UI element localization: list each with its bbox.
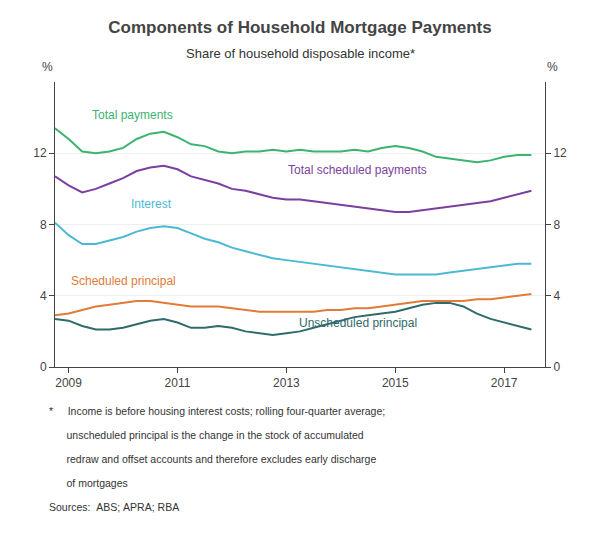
svg-text:Share of household disposable: Share of household disposable income* [186, 46, 415, 61]
svg-text:2009: 2009 [55, 376, 82, 390]
svg-text:12: 12 [33, 146, 47, 160]
svg-text:unscheduled principal is the c: unscheduled principal is the change in t… [49, 429, 364, 441]
svg-text:Scheduled principal: Scheduled principal [71, 274, 176, 288]
svg-text:4: 4 [40, 289, 47, 303]
svg-text:12: 12 [553, 146, 567, 160]
svg-text:8: 8 [40, 218, 47, 232]
svg-text:8: 8 [553, 218, 560, 232]
svg-text:Unscheduled principal: Unscheduled principal [299, 316, 417, 330]
svg-text:0: 0 [40, 360, 47, 374]
svg-text:0: 0 [553, 360, 560, 374]
svg-text:2013: 2013 [273, 376, 300, 390]
svg-text:of mortgages: of mortgages [49, 477, 128, 489]
svg-text:Components of Household Mortga: Components of Household Mortgage Payment… [108, 18, 491, 37]
svg-text:%: % [547, 60, 558, 74]
svg-text:2015: 2015 [382, 376, 409, 390]
svg-text:2017: 2017 [491, 376, 518, 390]
svg-text:4: 4 [553, 289, 560, 303]
svg-text:%: % [42, 60, 53, 74]
svg-text:Interest: Interest [131, 197, 172, 211]
svg-text:Total payments: Total payments [92, 108, 173, 122]
svg-text:Sources: ABS; APRA; RBA: Sources: ABS; APRA; RBA [49, 501, 179, 513]
svg-text:2011: 2011 [165, 376, 191, 390]
svg-text:redraw and offset accounts and: redraw and offset accounts and therefore… [49, 453, 376, 465]
svg-text:Total scheduled payments: Total scheduled payments [288, 163, 427, 177]
svg-text:* Income is before housing: * Income is before housing interest cost… [49, 405, 385, 417]
